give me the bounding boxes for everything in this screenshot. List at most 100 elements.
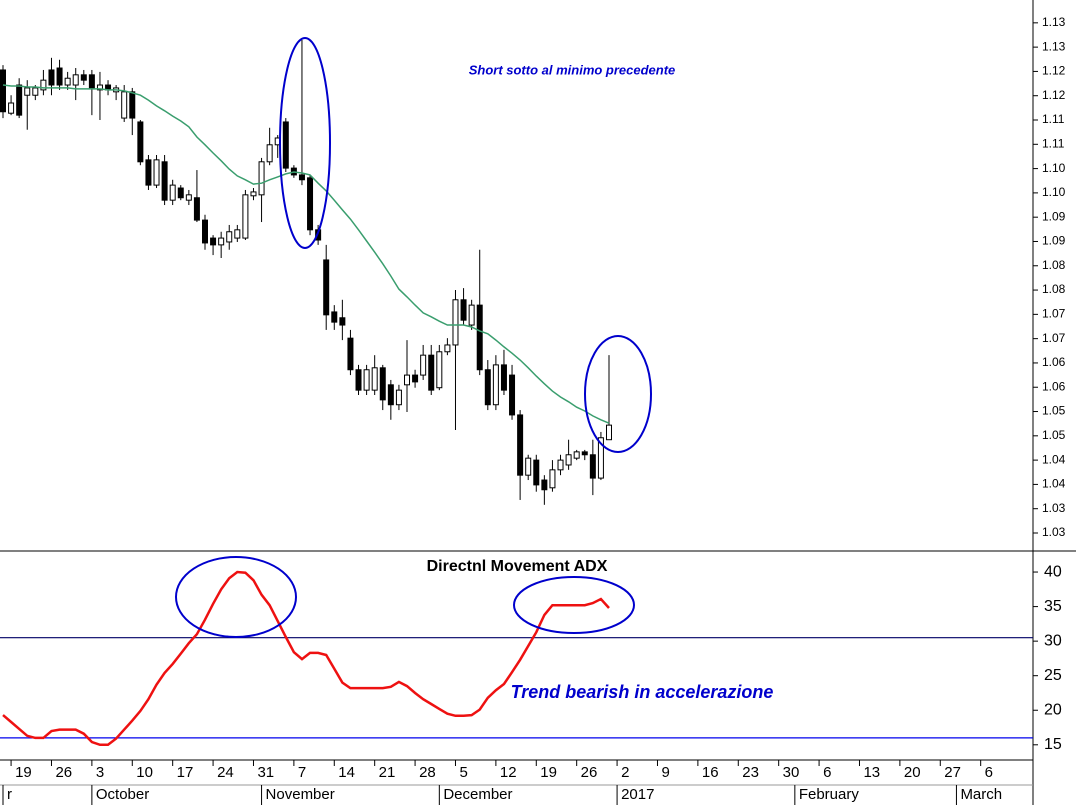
x-tick-label: 6 (823, 764, 831, 781)
candle-body (96, 84, 103, 91)
candle-body (395, 389, 402, 406)
candle-body (525, 457, 532, 476)
y-tick-label: 20 (1044, 701, 1062, 718)
candle-body (16, 84, 23, 116)
x-group-label: December (443, 786, 512, 803)
y-tick-label: 1.03 (1042, 501, 1066, 515)
y-tick-label: 35 (1044, 598, 1062, 615)
candle-body (24, 87, 31, 96)
x-tick-label: 3 (96, 764, 104, 781)
candle-body (444, 344, 451, 353)
candle-body (218, 237, 225, 246)
x-tick-label: 31 (257, 764, 274, 781)
candle-body (492, 364, 499, 406)
x-tick-label: 5 (459, 764, 467, 781)
candle-body (581, 451, 588, 456)
y-tick-label: 1.09 (1042, 209, 1066, 223)
candle-body (0, 69, 6, 113)
x-group-label: November (266, 786, 335, 803)
candle-body (533, 459, 540, 486)
candle-body (202, 219, 208, 244)
x-tick-label: 9 (661, 764, 669, 781)
candle-body (371, 367, 378, 391)
y-tick-label: 1.08 (1042, 282, 1066, 296)
ellipse (513, 576, 635, 634)
x-tick-label: 13 (863, 764, 880, 781)
x-tick-label: 21 (379, 764, 396, 781)
candle-body (387, 384, 394, 406)
y-tick-label: 1.12 (1042, 64, 1066, 78)
candle-body (56, 67, 63, 86)
candle-body (412, 374, 419, 383)
candle-body (307, 177, 314, 231)
y-tick-label: 30 (1044, 632, 1062, 649)
candle-body (48, 69, 55, 86)
moving-average (2, 84, 610, 424)
candle-body (72, 74, 79, 86)
candle-body (428, 354, 435, 391)
x-tick-label: 16 (702, 764, 719, 781)
candle-body (363, 369, 370, 391)
candle-body (509, 374, 516, 416)
x-tick-label: 20 (904, 764, 921, 781)
x-tick-label: 23 (742, 764, 759, 781)
candle-body (500, 364, 507, 391)
candle-body (541, 479, 548, 491)
candle-body (137, 121, 144, 163)
x-group-label: r (7, 786, 12, 803)
candle-body (589, 454, 596, 479)
candle-body (282, 121, 289, 169)
candle-body (323, 259, 330, 316)
candle-body (145, 159, 152, 186)
candle-body (8, 102, 15, 114)
x-tick-label: 28 (419, 764, 436, 781)
x-tick-label: 19 (15, 764, 32, 781)
candle-body (468, 304, 475, 326)
candle-body (484, 369, 491, 406)
y-tick-label: 1.05 (1042, 404, 1066, 418)
candle-body (177, 187, 184, 199)
y-tick-label: 1.05 (1042, 428, 1066, 442)
x-tick-label: 26 (581, 764, 598, 781)
candle-body (517, 414, 524, 476)
x-tick-label: 30 (783, 764, 800, 781)
annotation: Trend bearish in accelerazione (511, 682, 774, 702)
candle-body (185, 194, 192, 201)
highlight-ellipses (175, 37, 652, 638)
y-tick-label: 1.11 (1042, 112, 1065, 126)
y-tick-label: 1.10 (1042, 161, 1066, 175)
x-tick-label: 19 (540, 764, 557, 781)
candle-body (557, 459, 564, 471)
y-tick-label: 1.08 (1042, 258, 1066, 272)
candle-body (161, 161, 168, 201)
y-tick-label: 1.09 (1042, 234, 1066, 248)
candle-body (436, 351, 443, 389)
annotation: Short sotto al minimo precedente (469, 62, 676, 77)
candle-body (258, 161, 265, 196)
candle-body (32, 87, 39, 96)
candle-body (565, 454, 572, 466)
candle-body (153, 159, 160, 186)
candle-body (266, 144, 273, 163)
y-tick-label: 1.07 (1042, 331, 1066, 345)
candle-body (298, 174, 305, 181)
x-tick-label: 24 (217, 764, 234, 781)
y-tick-label: 1.04 (1042, 477, 1066, 491)
x-group-label: March (960, 786, 1002, 803)
y-tick-label: 1.11 (1042, 136, 1065, 150)
candle-body (226, 231, 233, 243)
indicator-title: Directnl Movement ADX (427, 558, 608, 575)
candle-body (460, 299, 467, 321)
candle-body (193, 197, 200, 221)
candle-body (250, 191, 257, 197)
x-tick-label: 14 (338, 764, 355, 781)
y-tick-label: 1.13 (1042, 39, 1066, 53)
ellipse (175, 556, 297, 638)
candle-body (452, 299, 459, 346)
candle-body (234, 229, 241, 239)
x-tick-label: 17 (177, 764, 194, 781)
candle-body (549, 469, 556, 489)
candle-body (80, 74, 87, 81)
